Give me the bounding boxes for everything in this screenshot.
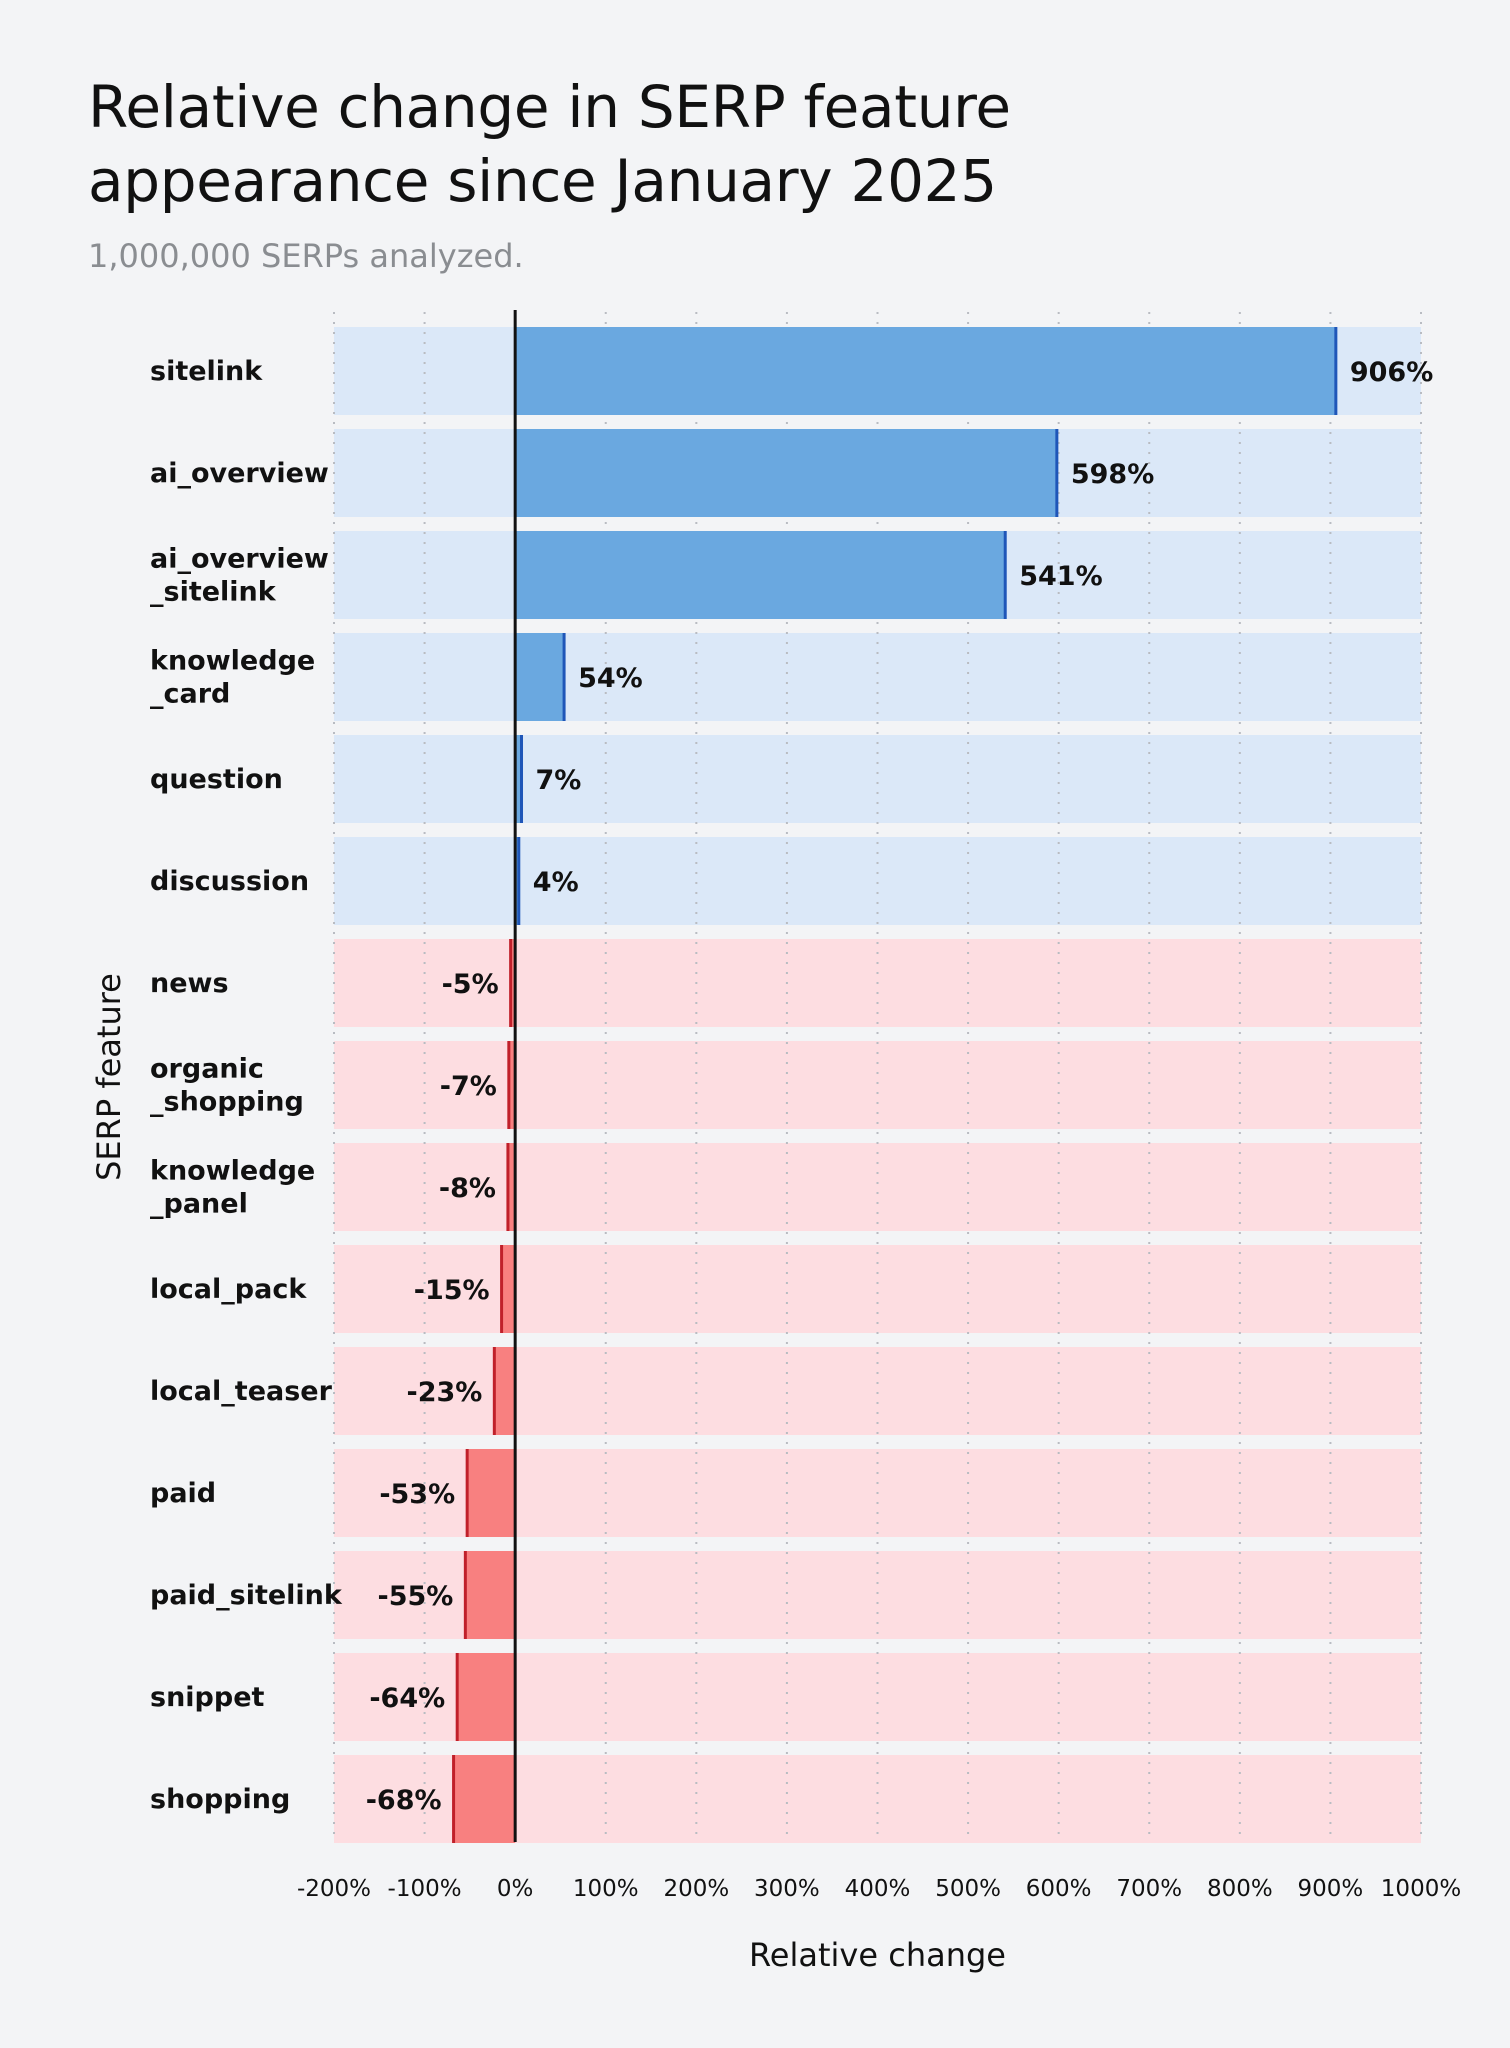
- category-label: sitelink: [150, 356, 263, 387]
- category-label: organic: [150, 1054, 264, 1085]
- x-tick-label: 300%: [754, 1876, 820, 1902]
- bar: [515, 429, 1057, 517]
- value-label: 54%: [578, 663, 643, 694]
- bar: [501, 1245, 516, 1333]
- value-label: 541%: [1019, 561, 1102, 592]
- value-label: -68%: [366, 1785, 442, 1816]
- bar: [507, 1143, 516, 1231]
- bar: [467, 1449, 516, 1537]
- category-label: ai_overview: [150, 458, 329, 489]
- bar: [508, 1041, 516, 1129]
- row-band: [334, 735, 1421, 823]
- category-label: snippet: [150, 1682, 265, 1713]
- category-label: paid_sitelink: [150, 1580, 343, 1611]
- category-label: _card: [150, 679, 230, 710]
- value-label: -55%: [378, 1581, 454, 1612]
- x-axis-title: Relative change: [749, 1936, 1006, 1974]
- bar: [457, 1653, 516, 1741]
- category-label: shopping: [150, 1784, 290, 1815]
- category-label: local_pack: [150, 1274, 307, 1305]
- category-label: _panel: [150, 1189, 248, 1220]
- bar: [494, 1347, 516, 1435]
- x-tick-label: 1000%: [1381, 1876, 1461, 1902]
- value-label: 598%: [1071, 459, 1154, 490]
- value-label: -7%: [440, 1071, 497, 1102]
- bar: [465, 1551, 516, 1639]
- row-band: [334, 633, 1421, 721]
- x-tick-label: -200%: [297, 1876, 371, 1902]
- bar: [453, 1755, 516, 1843]
- category-label: paid: [150, 1478, 216, 1509]
- category-label: news: [150, 968, 229, 999]
- value-label: 4%: [533, 867, 579, 898]
- chart-title: Relative change in SERP feature appearan…: [88, 73, 1011, 215]
- bar: [510, 939, 516, 1027]
- category-label: _shopping: [150, 1087, 304, 1118]
- bar: [515, 327, 1336, 415]
- chart-subtitle: 1,000,000 SERPs analyzed.: [88, 237, 524, 275]
- x-tick-label: 500%: [935, 1876, 1001, 1902]
- category-label: ai_overview: [150, 544, 329, 575]
- x-tick-label: 600%: [1026, 1876, 1092, 1902]
- value-label: 906%: [1350, 357, 1433, 388]
- row-band: [334, 1041, 1421, 1129]
- x-tick-label: 200%: [663, 1876, 729, 1902]
- bar: [515, 735, 522, 823]
- x-tick-label: -100%: [388, 1876, 462, 1902]
- x-tick-label: 100%: [573, 1876, 639, 1902]
- y-axis-title: SERP feature: [90, 973, 128, 1181]
- row-band: [334, 1245, 1421, 1333]
- category-label: discussion: [150, 866, 309, 897]
- row-band: [334, 1143, 1421, 1231]
- value-label: -8%: [439, 1173, 496, 1204]
- value-label: -53%: [379, 1479, 455, 1510]
- category-label: _sitelink: [150, 577, 277, 608]
- bar: [515, 837, 519, 925]
- category-label: knowledge: [150, 1156, 315, 1187]
- x-tick-label: 0%: [497, 1876, 534, 1902]
- row-band: [334, 837, 1421, 925]
- category-label: knowledge: [150, 646, 315, 677]
- bar: [515, 633, 565, 721]
- value-label: -5%: [442, 969, 499, 1000]
- value-label: 7%: [536, 765, 582, 796]
- category-label: local_teaser: [150, 1376, 333, 1407]
- bar: [515, 531, 1006, 619]
- category-label: question: [150, 764, 283, 795]
- x-tick-label: 800%: [1207, 1876, 1273, 1902]
- x-tick-label: 400%: [845, 1876, 911, 1902]
- value-label: -64%: [369, 1683, 445, 1714]
- x-tick-label: 700%: [1116, 1876, 1182, 1902]
- value-label: -23%: [406, 1377, 482, 1408]
- x-tick-label: 900%: [1298, 1876, 1364, 1902]
- value-label: -15%: [414, 1275, 490, 1306]
